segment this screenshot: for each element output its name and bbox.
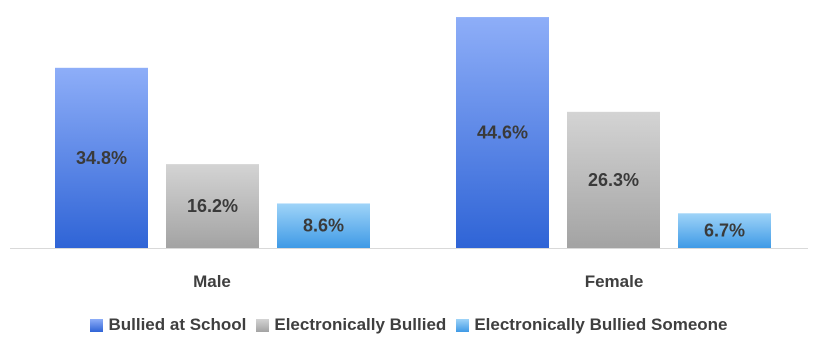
data-label: 16.2% [187, 196, 238, 216]
legend-swatch [456, 318, 470, 332]
legend-item-electronically-bullied-someone: Electronically Bullied Someone [456, 315, 728, 335]
data-label: 44.6% [477, 123, 528, 143]
bar-male-series-2 [166, 164, 259, 248]
data-label: 6.7% [704, 221, 745, 241]
legend-label: Electronically Bullied [274, 315, 447, 334]
category-label-female: Female [585, 272, 644, 291]
bar-male-series-1 [55, 67, 148, 249]
data-label: 8.6% [303, 216, 344, 236]
legend-item-bullied-at-school: Bullied at School [90, 315, 246, 335]
bar-female-series-2 [567, 111, 660, 248]
category-label-male: Male [193, 272, 231, 291]
legend: Bullied at School Electronically Bullied… [0, 315, 818, 335]
data-label: 34.8% [76, 148, 127, 168]
legend-label: Electronically Bullied Someone [474, 315, 728, 334]
legend-label: Bullied at School [108, 315, 247, 334]
legend-swatch [256, 318, 270, 332]
bar-female-series-3 [678, 213, 771, 248]
legend-swatch [90, 318, 104, 332]
bar-male-series-3 [277, 203, 370, 248]
bar-female-series-1 [456, 17, 549, 249]
legend-item-electronically-bullied: Electronically Bullied [256, 315, 446, 335]
data-label: 26.3% [588, 170, 639, 190]
